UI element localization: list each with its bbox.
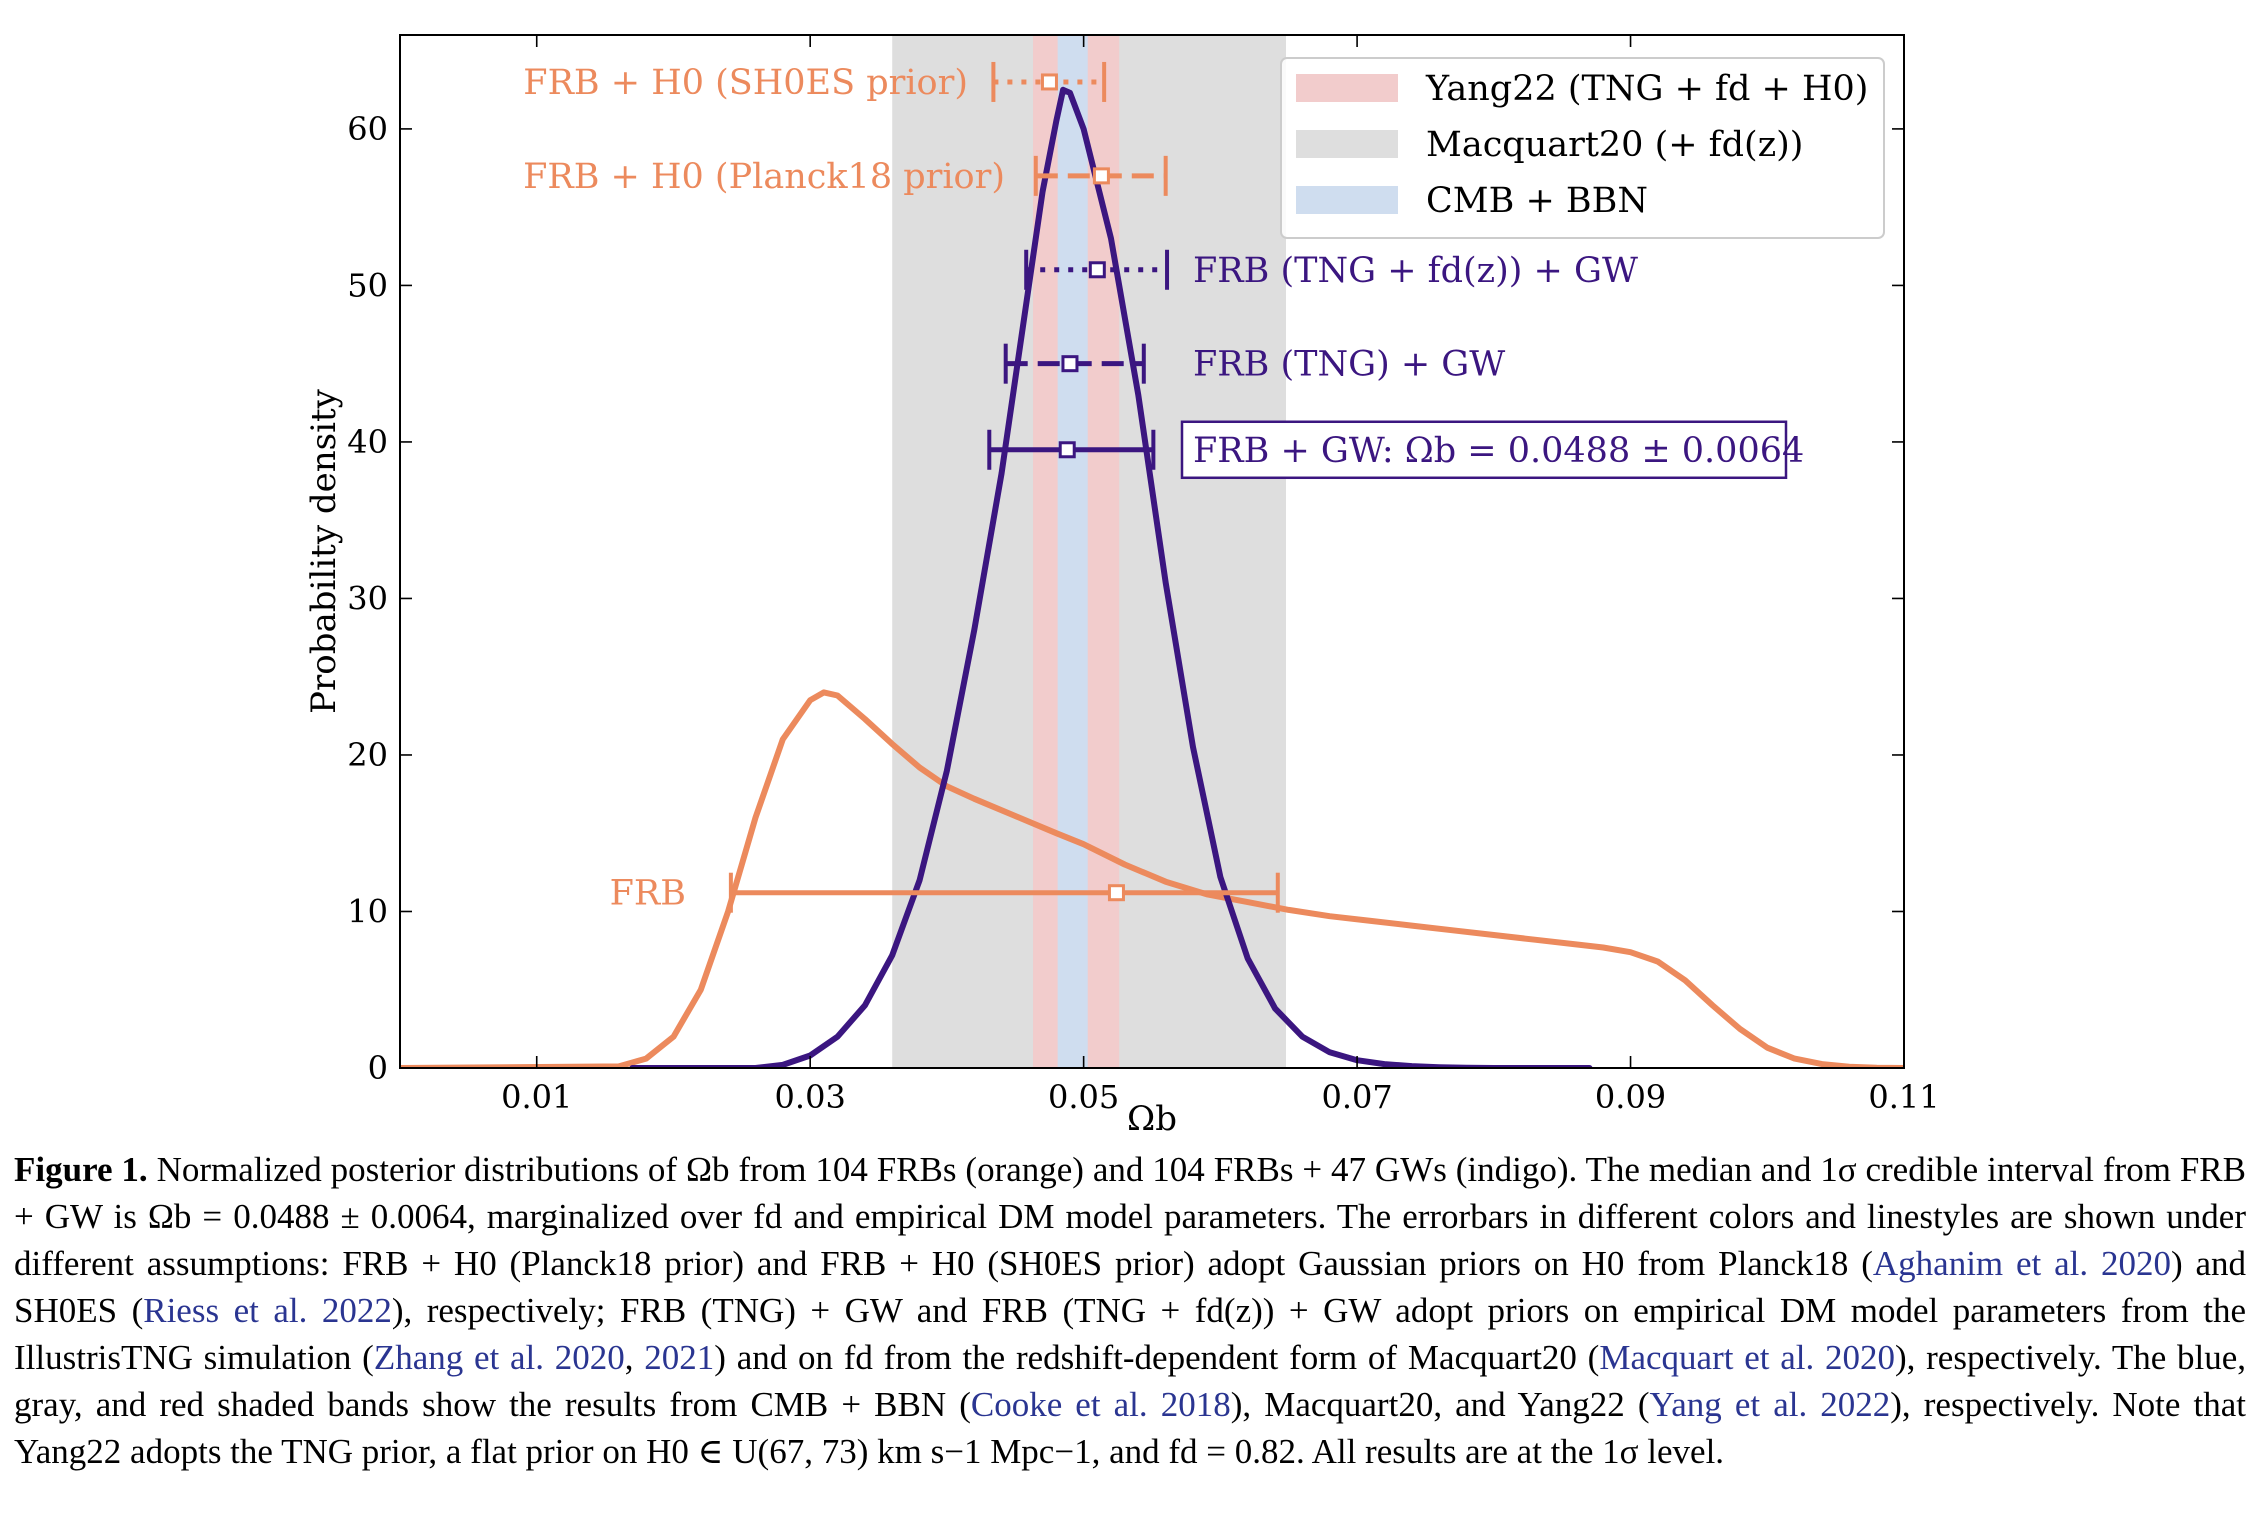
citation-link[interactable]: Zhang et al. 2020 [373,1338,625,1377]
errorbar [1024,249,1170,290]
citation-link[interactable]: 2021 [644,1338,715,1377]
errorbar [987,429,1156,470]
errorbar [991,61,1107,102]
x-tick-label: 0.07 [1321,1078,1392,1116]
errorbar-median-marker [1107,884,1125,902]
citation-link[interactable]: Yang et al. 2022 [1649,1385,1891,1424]
y-tick-label: 20 [347,736,388,774]
citation-link[interactable]: Macquart et al. 2020 [1599,1338,1895,1377]
errorbar-label: FRB + GW: Ωb = 0.0488 ± 0.0064 [1193,431,1804,471]
caption-text: , [624,1338,645,1377]
shaded-band [1057,35,1088,1068]
errorbar [1003,343,1146,384]
legend-swatch [1296,186,1398,214]
citation-link[interactable]: Aghanim et al. 2020 [1872,1244,2171,1283]
y-axis-label: Probability density [304,388,344,713]
x-tick-label: 0.05 [1048,1078,1119,1116]
errorbar-median-marker [1058,441,1076,459]
caption-text: ), respectively; FRB (TNG) + GW and FRB … [14,1291,2246,1377]
legend-label: Macquart20 (+ fd(z)) [1426,125,1803,165]
y-tick-label: 0 [368,1049,388,1087]
errorbar [1033,155,1168,196]
annotation-box [1180,420,1788,480]
y-tick-label: 50 [347,266,388,304]
legend-swatch [1296,74,1398,102]
caption-text: Normalized posterior distributions of Ωb… [14,1150,2246,1283]
errorbar-label: FRB (TNG + fd(z)) + GW [1193,251,1638,291]
errorbar-label: FRB + H0 (Planck18 prior) [523,157,1005,197]
errorbar-median-marker [1040,73,1058,91]
legend: Yang22 (TNG + fd + H0) Macquart20 (+ fd(z… [1280,57,1885,239]
legend-label: CMB + BBN [1426,181,1648,221]
y-tick-label: 30 [347,579,388,617]
legend-swatch [1296,130,1398,158]
x-tick-label: 0.09 [1595,1078,1666,1116]
legend-label: Yang22 (TNG + fd + H0) [1425,69,1868,109]
errorbar [728,872,1280,913]
errorbar-median-marker [1088,261,1106,279]
plot-frame [399,34,1905,1069]
errorbar-label: FRB [610,874,686,914]
y-tick-label: 40 [347,423,388,461]
figure-caption: Figure 1. Normalized posterior distribut… [14,1146,2246,1475]
posterior-chart: 0.01 0.03 0.05 0.07 0.09 0.11 0 10 20 30 40 50 60 Ωb P… [304,34,1940,1139]
caption-text: ) and SH0ES ( [14,1244,2246,1330]
caption-text: ), respectively. The blue, gray, and red… [14,1338,2247,1424]
caption-text: ) and on fd from the redshift-dependent … [714,1338,1600,1377]
errorbar-label: FRB + H0 (SH0ES prior) [523,63,968,103]
x-tick-label: 0.11 [1868,1078,1939,1116]
legend-box [1280,57,1885,239]
errorbar-median-marker [1092,167,1110,185]
x-tick-label: 0.03 [775,1078,846,1116]
caption-text: ), Macquart20, and Yang22 ( [1230,1385,1650,1424]
x-tick-label: 0.01 [501,1078,572,1116]
errorbar-median-marker [1061,355,1079,373]
citation-link[interactable]: Riess et al. 2022 [143,1291,392,1330]
caption-text: ), respectively. Note that Yang22 adopts… [14,1385,2246,1471]
figure-label: Figure 1. [14,1150,148,1189]
y-tick-label: 60 [347,110,388,148]
y-tick-label: 10 [347,892,388,930]
x-axis-label: Ωb [1127,1099,1177,1139]
plot-area [400,35,1904,1068]
errorbar-label: FRB (TNG) + GW [1193,345,1505,385]
citation-link[interactable]: Cooke et al. 2018 [970,1385,1231,1424]
